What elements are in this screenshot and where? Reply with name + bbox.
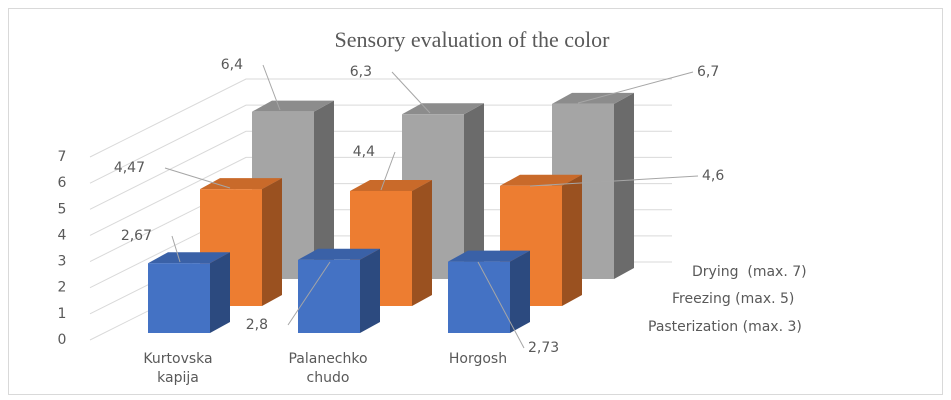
bar-side: [562, 174, 582, 306]
chart-title: Sensory evaluation of the color: [335, 27, 611, 52]
series-label: Pasterization (max. 3): [648, 319, 802, 335]
bar-top: [448, 250, 530, 262]
y-tick-label: 0: [58, 332, 67, 348]
x-tick-label: Kurtovska kapija: [143, 351, 212, 386]
bar: [148, 263, 210, 333]
bar-top: [402, 103, 484, 115]
leader-line: [577, 71, 694, 104]
data-label: 2,67: [121, 228, 152, 244]
bar-side: [614, 92, 634, 279]
grid-line: [89, 130, 672, 210]
y-tick-label: 3: [58, 254, 67, 270]
leader-line: [529, 175, 699, 187]
x-tick-label: Palanechko chudo: [288, 351, 367, 386]
leader-line: [391, 71, 431, 114]
data-label: 6,3: [350, 64, 372, 80]
bar-side: [314, 100, 334, 279]
leader-line: [164, 167, 231, 189]
x-tick-label: Horgosh: [449, 351, 507, 367]
bar-top: [148, 252, 230, 264]
data-label: 4,4: [353, 144, 375, 160]
leader-line: [477, 261, 525, 349]
y-tick-label: 7: [58, 149, 67, 165]
bar-side: [412, 179, 432, 306]
y-tick-label: 4: [58, 227, 67, 243]
y-tick-label: 5: [58, 201, 67, 217]
leader-line: [380, 151, 396, 191]
data-label: 6,4: [221, 57, 243, 73]
data-label: 2,8: [246, 317, 268, 333]
bar-top: [298, 248, 380, 260]
grid-line: [89, 156, 672, 236]
grid-line: [89, 78, 672, 158]
data-label: 4,6: [702, 168, 724, 184]
bar-top: [552, 92, 634, 104]
data-label: 6,7: [697, 64, 719, 80]
bar-top: [500, 174, 582, 186]
bar-top: [252, 100, 334, 112]
y-tick-label: 6: [58, 175, 67, 191]
bar: [448, 261, 510, 333]
leader-line: [287, 261, 331, 326]
leader-line: [262, 64, 281, 111]
bar-side: [360, 248, 380, 333]
data-label: 4,47: [114, 160, 145, 176]
bar-side: [510, 250, 530, 333]
bar-side: [464, 103, 484, 279]
bar-top: [200, 178, 282, 190]
bar-side: [210, 252, 230, 333]
y-tick-label: 2: [58, 280, 67, 296]
bar: [298, 259, 360, 333]
bar-top: [350, 179, 432, 191]
grid-line: [89, 104, 672, 184]
bar-side: [262, 178, 282, 306]
data-label: 2,73: [528, 340, 559, 356]
series-label: Drying (max. 7): [692, 264, 807, 280]
y-tick-label: 1: [58, 306, 67, 322]
leader-line: [171, 235, 181, 263]
series-label: Freezing (max. 5): [672, 291, 794, 307]
